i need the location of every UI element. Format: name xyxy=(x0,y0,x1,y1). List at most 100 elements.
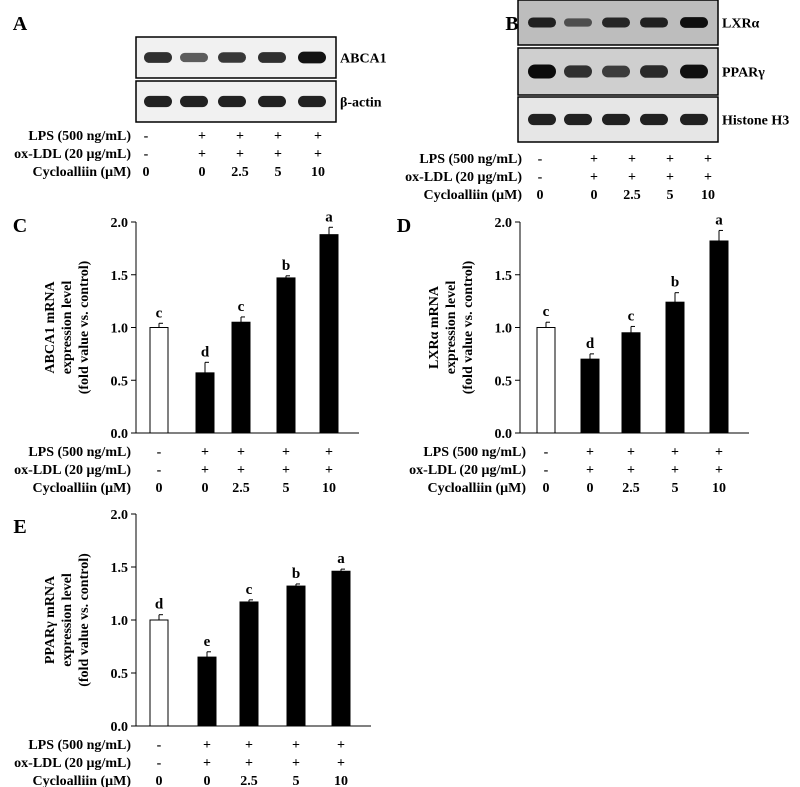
treatment-value: - xyxy=(157,463,162,478)
bar xyxy=(231,321,251,434)
band-label: ABCA1 xyxy=(340,52,387,67)
treatment-value: + xyxy=(198,147,206,162)
bar xyxy=(286,585,306,727)
chart-panel-E: E 0.0 0.5 1.0 1.5 2.0 PPARγ mRNA expression lev… xyxy=(13,508,371,787)
treatment-label: Cycloalliin (μM) xyxy=(423,188,522,203)
treatment-value: + xyxy=(201,445,209,460)
treatment-value: + xyxy=(627,463,635,478)
western-blot-panels: A ABCA1 β-actin B LXRα PPARγ Histone H3 LPS (50… xyxy=(13,0,789,203)
y-tick-label: 1.0 xyxy=(111,322,129,337)
significance-letter: b xyxy=(282,258,290,274)
significance-letter: a xyxy=(715,212,723,228)
blot-band xyxy=(218,52,246,63)
blot-band xyxy=(640,113,668,126)
treatment-value: + xyxy=(237,445,245,460)
blot-band xyxy=(602,113,630,126)
treatment-label: ox-LDL (20 μg/mL) xyxy=(14,756,131,771)
significance-letter: d xyxy=(586,336,595,352)
treatment-value: 5 xyxy=(283,481,290,496)
blot-band xyxy=(258,95,286,108)
treatment-table-A: LPS (500 ng/mL) - + + + + ox-LDL (20 μg/mL) - + +… xyxy=(14,129,325,180)
treatment-value: - xyxy=(144,129,149,144)
treatment-label: LPS (500 ng/mL) xyxy=(423,445,526,460)
treatment-label: Cycloalliin (μM) xyxy=(32,774,131,787)
treatment-value: + xyxy=(201,463,209,478)
blot-panel-B: B LXRα PPARγ Histone H3 xyxy=(505,0,789,143)
y-tick-label: 2.0 xyxy=(495,216,513,231)
treatment-value: - xyxy=(538,152,543,167)
blot-band xyxy=(602,65,630,78)
band-label: Histone H3 xyxy=(722,114,789,129)
treatment-value: 0 xyxy=(543,481,550,496)
treatment-value: + xyxy=(627,445,635,460)
blot-band xyxy=(144,95,172,108)
y-tick-label: 0.0 xyxy=(495,427,513,442)
treatment-value: + xyxy=(282,445,290,460)
y-axis-label-line: LXRα mRNA xyxy=(427,285,442,369)
treatment-value: + xyxy=(715,445,723,460)
y-tick-label: 0.5 xyxy=(111,374,129,389)
blot-band xyxy=(144,52,172,63)
treatment-value: + xyxy=(198,129,206,144)
significance-letter: d xyxy=(155,597,164,613)
y-axis-label-line: expression level xyxy=(60,281,75,375)
treatment-value: + xyxy=(337,738,345,753)
blot-band xyxy=(528,64,556,79)
bar xyxy=(276,277,296,434)
significance-letter: c xyxy=(628,308,635,324)
significance-letter: c xyxy=(156,305,163,321)
treatment-label: LPS (500 ng/mL) xyxy=(28,129,131,144)
treatment-value: + xyxy=(704,170,712,185)
blot-band xyxy=(680,113,708,126)
panel-letter: D xyxy=(397,215,411,237)
treatment-value: - xyxy=(157,756,162,771)
band-label: PPARγ xyxy=(722,66,765,81)
blot-band xyxy=(640,17,668,28)
blot-band xyxy=(218,95,246,108)
y-axis-label-line: (fold value vs. control) xyxy=(77,260,92,394)
treatment-value: + xyxy=(337,756,345,771)
treatment-value: 0 xyxy=(537,188,544,203)
blot-panel-A: A ABCA1 β-actin xyxy=(13,13,387,123)
treatment-value: + xyxy=(314,147,322,162)
blot-band xyxy=(528,17,556,28)
panel-letter: E xyxy=(13,516,26,538)
blot-band xyxy=(564,113,592,126)
y-axis-label-line: (fold value vs. control) xyxy=(77,553,92,687)
blot-band xyxy=(180,52,208,63)
blot-band xyxy=(564,18,592,27)
treatment-value: + xyxy=(590,152,598,167)
treatment-value: + xyxy=(274,147,282,162)
treatment-value: 2.5 xyxy=(623,188,641,203)
treatment-value: + xyxy=(282,463,290,478)
treatment-value: + xyxy=(715,463,723,478)
chart-panel-C: C 0.0 0.5 1.0 1.5 2.0 ABCA1 mRNA expression lev… xyxy=(13,209,359,496)
blot-band xyxy=(258,52,286,63)
y-tick-label: 1.0 xyxy=(111,614,129,629)
bar xyxy=(197,656,217,727)
blot-band xyxy=(298,51,326,64)
y-axis-label-line: expression level xyxy=(60,573,75,667)
treatment-value: - xyxy=(544,445,549,460)
treatment-value: + xyxy=(671,445,679,460)
blot-band xyxy=(602,17,630,28)
treatment-value: 0 xyxy=(204,774,211,787)
y-tick-label: 1.5 xyxy=(111,269,129,284)
blot-band xyxy=(680,17,708,28)
treatment-value: 10 xyxy=(311,165,325,180)
treatment-value: 2.5 xyxy=(622,481,640,496)
treatment-value: + xyxy=(628,152,636,167)
y-tick-label: 0.0 xyxy=(111,427,129,442)
treatment-value: + xyxy=(237,463,245,478)
treatment-value: + xyxy=(236,129,244,144)
treatment-value: 10 xyxy=(322,481,336,496)
treatment-label: LPS (500 ng/mL) xyxy=(28,738,131,753)
treatment-value: 0 xyxy=(156,774,163,787)
significance-letter: e xyxy=(204,634,211,650)
treatment-value: + xyxy=(203,738,211,753)
treatment-value: + xyxy=(704,152,712,167)
y-tick-label: 2.0 xyxy=(111,508,129,523)
y-tick-label: 0.5 xyxy=(495,374,513,389)
treatment-table-E: LPS (500 ng/mL) - + + + + ox-LDL (20 μg/mL) - + +… xyxy=(14,738,348,787)
treatment-value: 5 xyxy=(293,774,300,787)
